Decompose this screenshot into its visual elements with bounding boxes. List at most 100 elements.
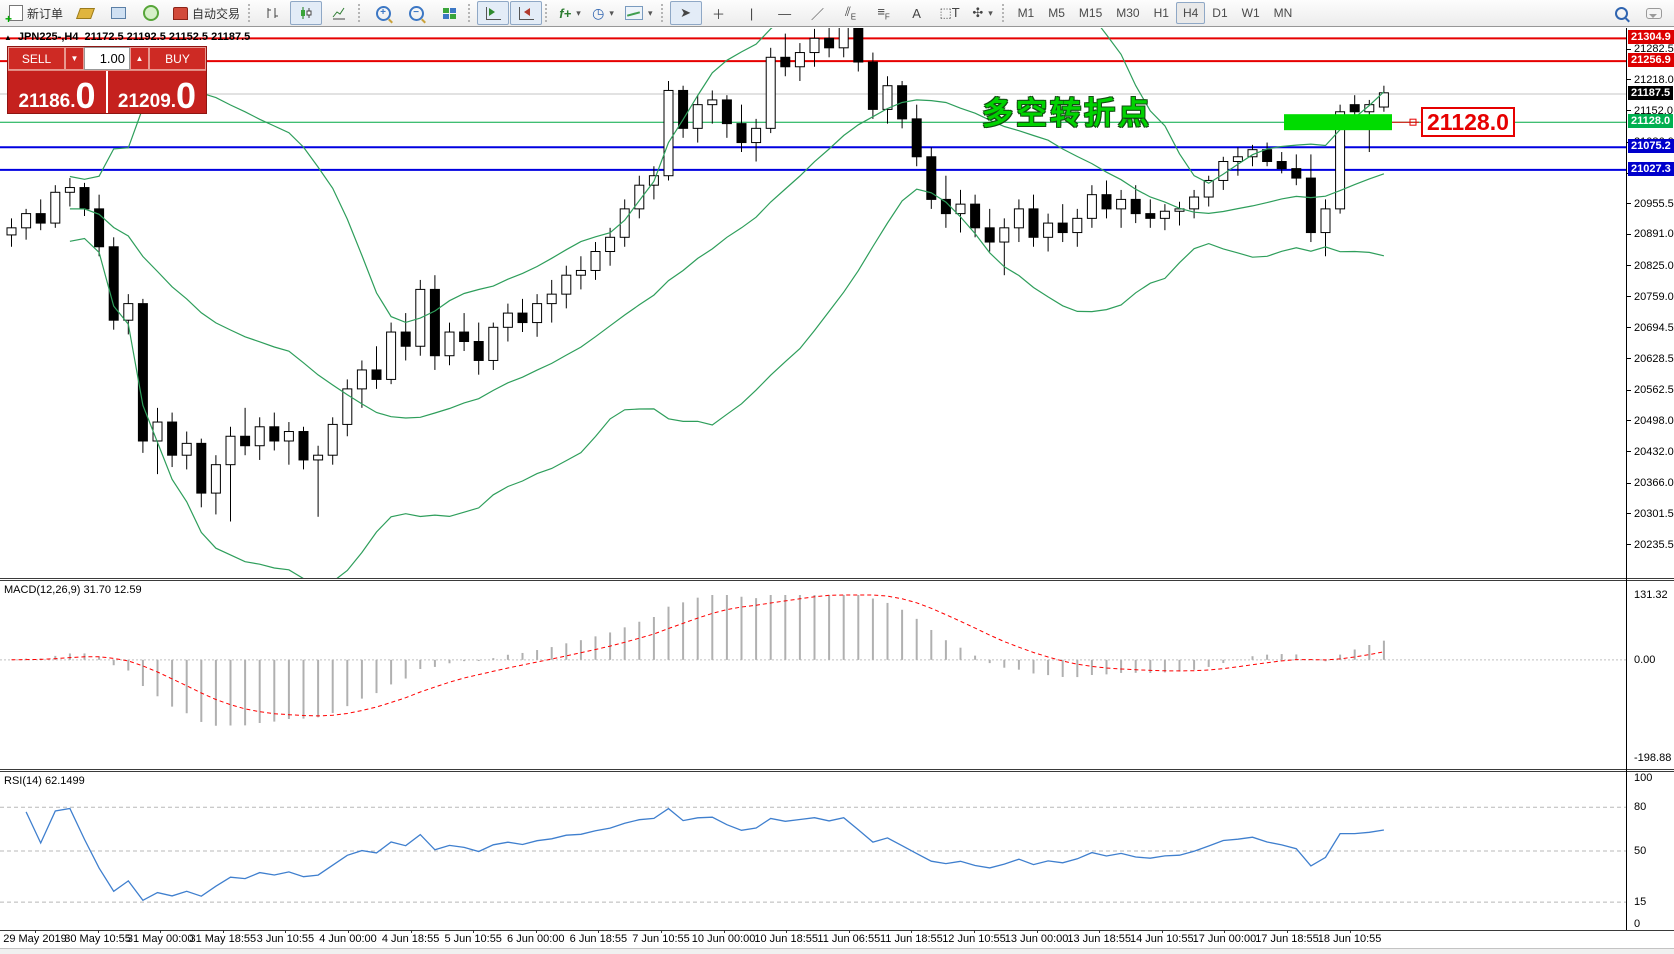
auto-scroll-button[interactable] [477, 1, 510, 25]
tile-windows-button[interactable] [433, 1, 465, 25]
fibonacci-button[interactable]: ≡F [868, 1, 900, 25]
volume-down-button[interactable]: ▼ [65, 47, 84, 70]
time-axis-label: 18 Jun 10:55 [1317, 933, 1382, 945]
candle-body [1203, 179, 1214, 198]
price-callout-label[interactable]: 21128.0 [1421, 107, 1515, 138]
toolbar-grip [545, 4, 551, 22]
rsi-line [25, 807, 1385, 902]
time-axis-border [0, 930, 1674, 931]
chevron-down-icon: ▾ [576, 7, 581, 18]
chevron-down-icon: ▾ [648, 7, 653, 18]
zoom-out-button[interactable]: − [400, 1, 432, 25]
text-label-icon: ⬚T [939, 5, 960, 20]
candle-body [210, 464, 221, 494]
indicators-button[interactable]: f+ ▾ [554, 1, 586, 25]
time-axis-label: 17 Jun 18:55 [1255, 933, 1319, 945]
toolbar-grip [468, 4, 474, 22]
price-axis-label: 20498.0 [1634, 414, 1674, 427]
one-click-trading-panel: SELL ▼ 1.00 ▲ BUY 21186. 0 21209. 0 [7, 46, 207, 114]
pane-separator[interactable] [0, 769, 1674, 770]
macd-indicator-pane[interactable] [0, 581, 1626, 769]
candle-body [400, 331, 411, 347]
chart-shift-button[interactable] [510, 1, 543, 25]
pane-separator[interactable] [0, 578, 1674, 579]
new-order-label: 新订单 [27, 6, 64, 21]
rsi-indicator-pane[interactable] [0, 772, 1626, 930]
time-axis-label: 12 Jun 10:55 [942, 933, 1006, 945]
timeframe-button-H4[interactable]: H4 [1175, 2, 1206, 24]
candle-body [1218, 161, 1229, 181]
timeframe-button-H1[interactable]: H1 [1153, 6, 1169, 20]
candle-body [1189, 196, 1200, 210]
sell-button[interactable]: SELL [8, 47, 65, 70]
autotrade-button[interactable]: 自动交易 [168, 1, 245, 25]
price-line-badge: 21128.0 [1628, 114, 1674, 129]
candle-body [575, 269, 586, 276]
price-line-badge: 21027.3 [1628, 161, 1674, 176]
volume-up-button[interactable]: ▲ [130, 47, 149, 70]
chevron-down-icon: ▾ [988, 7, 993, 18]
terminal-button[interactable] [102, 1, 134, 25]
candle-body [809, 37, 820, 54]
time-axis-label: 11 Jun 06:55 [817, 933, 881, 945]
price-axis-label: 21020.5 [1634, 167, 1674, 180]
eraser-button[interactable] [69, 1, 101, 25]
signal-button[interactable] [135, 1, 167, 25]
timeframe-button-MN[interactable]: MN [1273, 6, 1293, 20]
text-label-button[interactable]: ⬚T [934, 1, 966, 25]
main-toolbar: 新订单 自动交易 + − f+▾ ◷▾ ▾ ➤ ＋ | — ／ ⫽E ≡F A [0, 0, 1674, 27]
periods-button[interactable]: ◷ ▾ [587, 1, 619, 25]
eraser-icon [75, 7, 95, 19]
price-chart-pane[interactable] [0, 28, 1626, 578]
arrows-button[interactable]: ✣ ▾ [967, 1, 999, 25]
candle-body [634, 184, 645, 210]
rsi-axis-label: 0 [1634, 918, 1641, 930]
timeframe-button-M5[interactable]: M5 [1048, 6, 1065, 20]
bar-chart-button[interactable] [257, 1, 289, 25]
chart-annotation-text: 多空转折点 [982, 96, 1152, 131]
horizontal-line-button[interactable]: — [769, 1, 801, 25]
time-axis-label: 11 Jun 18:55 [879, 933, 943, 945]
candle-body [926, 156, 937, 200]
candlestick-chart-button[interactable] [290, 1, 323, 25]
equidistant-channel-icon: ⫽E [844, 4, 857, 22]
templates-button[interactable]: ▾ [620, 1, 658, 25]
search-button[interactable] [1605, 1, 1637, 25]
vertical-line-button[interactable]: | [736, 1, 768, 25]
volume-input[interactable]: 1.00 [84, 47, 130, 70]
timeframe-button-W1[interactable]: W1 [1241, 6, 1260, 20]
sell-price[interactable]: 21186. 0 [8, 71, 108, 114]
cursor-button[interactable]: ➤ [669, 1, 702, 25]
price-axis-label: 20825.0 [1634, 259, 1674, 272]
toolbar-grip [248, 4, 254, 22]
timeframe-button-D1[interactable]: D1 [1212, 6, 1228, 20]
trendline-button[interactable]: ／ [802, 1, 834, 25]
candle-body [561, 274, 572, 295]
crosshair-button[interactable]: ＋ [703, 1, 735, 25]
community-chat-button[interactable] [1638, 1, 1670, 25]
text-button[interactable]: A [901, 1, 933, 25]
candle-body [824, 37, 835, 49]
rsi-axis-label: 100 [1634, 772, 1653, 784]
timeframe-button-M15[interactable]: M15 [1078, 6, 1103, 20]
pane-separator [0, 771, 1674, 772]
bar-chart-icon [267, 8, 279, 18]
new-order-button[interactable]: 新订单 [4, 1, 68, 25]
auto-scroll-icon [485, 6, 501, 20]
crosshair-icon: ＋ [712, 6, 726, 22]
chat-icon [1646, 7, 1662, 19]
buy-button[interactable]: BUY [149, 47, 206, 70]
timeframe-button-M1[interactable]: M1 [1017, 6, 1035, 20]
candle-body [254, 426, 265, 447]
candle-body [167, 421, 178, 456]
timeframe-button-M30[interactable]: M30 [1116, 6, 1140, 20]
candle-body [1335, 111, 1346, 210]
candle-body [123, 303, 134, 321]
candle-body [488, 326, 499, 361]
line-chart-button[interactable] [323, 1, 355, 25]
zoom-in-button[interactable]: + [367, 1, 399, 25]
bollinger-band [69, 188, 1385, 578]
buy-price[interactable]: 21209. 0 [117, 75, 197, 117]
equidistant-channel-button[interactable]: ⫽E [835, 1, 867, 25]
new-order-icon [5, 5, 23, 25]
